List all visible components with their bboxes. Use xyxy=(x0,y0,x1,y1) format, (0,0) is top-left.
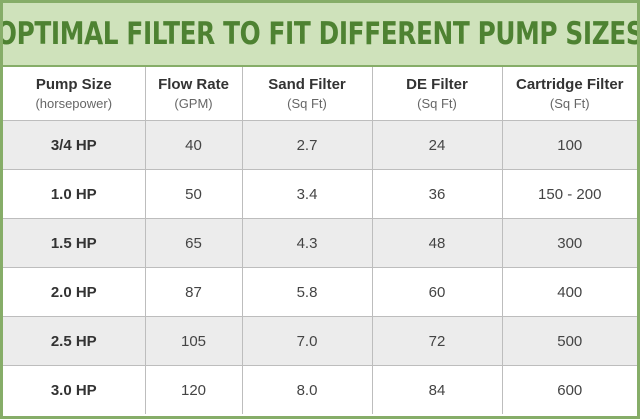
column-unit: (GPM) xyxy=(174,96,213,111)
column-name: Pump Size xyxy=(35,76,112,93)
table-row: 1.5 HP 65 4.3 48 300 xyxy=(3,218,637,268)
table-cell: 48 xyxy=(371,218,503,268)
table-cell: 50 xyxy=(144,169,243,219)
table-cell: 500 xyxy=(501,316,637,366)
table-cell: 2.7 xyxy=(241,120,373,170)
table-row: 2.5 HP 105 7.0 72 500 xyxy=(3,316,637,366)
table-cell: 72 xyxy=(371,316,503,366)
table-cell: 400 xyxy=(501,267,637,317)
title-bar: OPTIMAL FILTER TO FIT DIFFERENT PUMP SIZ… xyxy=(3,3,637,67)
table-cell: 4.3 xyxy=(241,218,373,268)
filter-table: Pump Size (horsepower) Flow Rate (GPM) Sand … xyxy=(3,67,637,414)
table-row: 3/4 HP 40 2.7 24 100 xyxy=(3,120,637,170)
column-header: DE Filter (Sq Ft) xyxy=(371,67,503,121)
table-cell: 8.0 xyxy=(241,365,373,414)
column-header: Flow Rate (GPM) xyxy=(144,67,243,121)
table-cell: 3.0 HP xyxy=(3,365,146,414)
column-unit: (horsepower) xyxy=(35,96,113,111)
table-row: 1.0 HP 50 3.4 36 150 - 200 xyxy=(3,169,637,219)
table-cell: 36 xyxy=(371,169,503,219)
column-unit: (Sq Ft) xyxy=(549,96,590,111)
table-row: 3.0 HP 120 8.0 84 600 xyxy=(3,365,637,414)
table-cell: 300 xyxy=(501,218,637,268)
table-row: 2.0 HP 87 5.8 60 400 xyxy=(3,267,637,317)
table-cell: 150 - 200 xyxy=(501,169,637,219)
table-body: 3/4 HP 40 2.7 24 100 1.0 HP 50 3.4 36 150 - 200 1.… xyxy=(3,120,637,414)
table-cell: 100 xyxy=(501,120,637,170)
table-cell: 5.8 xyxy=(241,267,373,317)
column-name: Cartridge Filter xyxy=(515,76,624,93)
column-name: Flow Rate xyxy=(158,76,229,93)
table-cell: 2.5 HP xyxy=(3,316,146,366)
table-cell: 105 xyxy=(144,316,243,366)
column-unit: (Sq Ft) xyxy=(287,96,327,111)
column-name: Sand Filter xyxy=(268,76,346,93)
table-cell: 87 xyxy=(144,267,243,317)
table-cell: 2.0 HP xyxy=(3,267,146,317)
table-cell: 60 xyxy=(371,267,503,317)
table-cell: 1.0 HP xyxy=(3,169,146,219)
title: OPTIMAL FILTER TO FIT DIFFERENT PUMP SIZ… xyxy=(3,16,637,52)
header-row: Pump Size (horsepower) Flow Rate (GPM) Sand … xyxy=(3,67,637,121)
table-cell: 65 xyxy=(144,218,243,268)
column-unit: (Sq Ft) xyxy=(417,96,457,111)
column-header: Sand Filter (Sq Ft) xyxy=(241,67,373,121)
table-cell: 24 xyxy=(371,120,503,170)
table-cell: 3/4 HP xyxy=(3,120,146,170)
table-cell: 3.4 xyxy=(241,169,373,219)
column-name: DE Filter xyxy=(406,76,468,93)
column-header: Cartridge Filter (Sq Ft) xyxy=(501,67,637,121)
table-cell: 7.0 xyxy=(241,316,373,366)
table-cell: 120 xyxy=(144,365,243,414)
column-header: Pump Size (horsepower) xyxy=(3,67,146,121)
table-cell: 40 xyxy=(144,120,243,170)
table-cell: 1.5 HP xyxy=(3,218,146,268)
table-cell: 600 xyxy=(501,365,637,414)
table-cell: 84 xyxy=(371,365,503,414)
